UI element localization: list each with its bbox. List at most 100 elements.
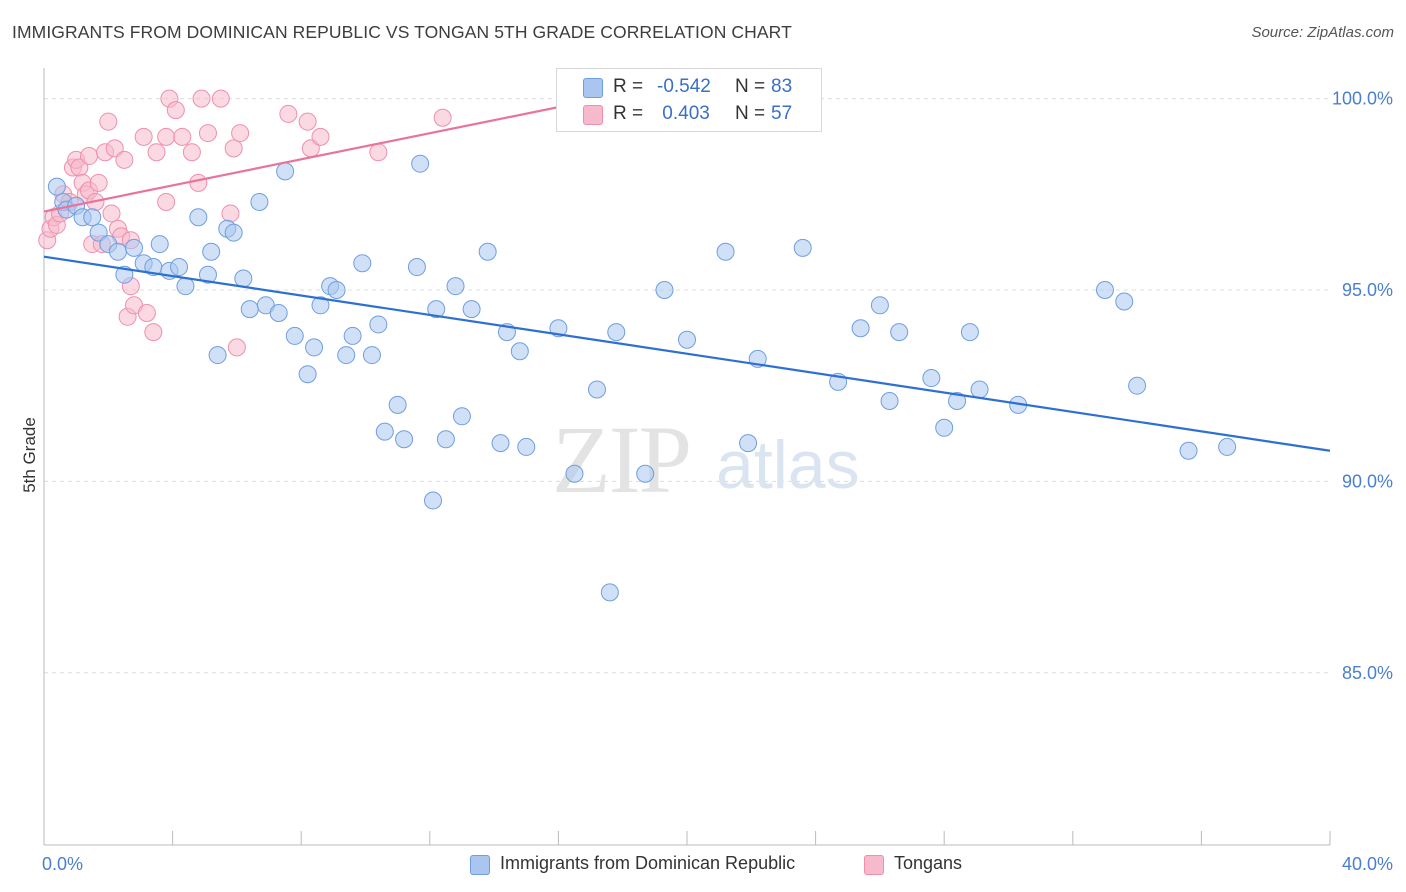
- dominican-point: [176, 277, 195, 296]
- dominican-point: [880, 392, 899, 410]
- dominican-point: [549, 319, 568, 338]
- r-label: R =: [613, 76, 644, 97]
- dominican-point: [202, 242, 221, 261]
- tongans-point: [134, 127, 153, 146]
- dominican-point: [170, 258, 189, 277]
- tongans-point: [189, 173, 208, 192]
- dominican-point: [960, 323, 979, 342]
- dominican-point: [285, 326, 304, 345]
- dominican-point: [395, 430, 414, 449]
- dominican-point: [970, 380, 989, 399]
- dominican-point: [47, 177, 66, 196]
- dominican-point: [298, 365, 317, 384]
- tongans-point: [166, 101, 185, 120]
- x-tick-labels: 0.0% 40.0%: [42, 854, 1393, 874]
- dominican-point: [462, 300, 481, 319]
- dominican-point: [922, 369, 941, 388]
- dominican-point: [1115, 292, 1134, 311]
- y-tick-label: 90.0%: [1342, 471, 1393, 491]
- dominican-point: [636, 464, 655, 483]
- tongans-legend-swatch: [864, 855, 884, 875]
- dominican-points: [47, 154, 1237, 602]
- dominican-point: [436, 430, 455, 449]
- dominican-point: [870, 296, 889, 315]
- y-tick-label: 100.0%: [1332, 89, 1393, 109]
- dominican-point: [375, 422, 394, 441]
- dominican-point: [198, 265, 217, 284]
- dominican-point: [327, 281, 346, 299]
- dominican-point: [234, 269, 253, 288]
- stats-row-tongans: R = 0.403 N = 57: [557, 100, 821, 128]
- tongans-point: [102, 204, 121, 223]
- dominican-point: [269, 303, 288, 322]
- tongans-trend-line: [43, 97, 601, 213]
- dominican-point: [607, 323, 626, 342]
- tongans-point: [198, 124, 217, 143]
- tongans-point: [369, 143, 388, 162]
- series-legend: Immigrants from Dominican Republic Tonga…: [0, 852, 1406, 878]
- r-value: 0.403: [657, 103, 710, 124]
- dominican-point: [935, 418, 954, 437]
- dominican-point: [305, 338, 324, 357]
- y-tick-labels: 85.0% 90.0% 95.0% 100.0%: [1332, 89, 1393, 683]
- dominican-swatch: [583, 78, 603, 98]
- dominican-point: [276, 162, 295, 181]
- tongans-point: [89, 173, 108, 192]
- tongans-point: [298, 112, 317, 131]
- tongans-points: [38, 89, 603, 357]
- tongans-point: [147, 143, 166, 162]
- dominican-point: [240, 300, 259, 319]
- dominican-point: [587, 380, 606, 399]
- n-label: N =: [735, 103, 766, 124]
- dominican-point: [362, 346, 381, 365]
- dominican-point: [851, 319, 870, 338]
- n-value: 57: [771, 103, 793, 124]
- dominican-point: [407, 258, 426, 277]
- tongans-point: [182, 143, 201, 162]
- dominican-point: [678, 330, 696, 349]
- dominican-point: [125, 238, 144, 257]
- dominican-point: [411, 154, 430, 173]
- dominican-point: [424, 491, 443, 510]
- dominican-trend-line: [43, 255, 1331, 452]
- dominican-point: [1179, 441, 1198, 460]
- dominican-point: [250, 192, 269, 211]
- dominican-point: [600, 583, 619, 602]
- tongans-point: [311, 127, 330, 146]
- dominican-point: [83, 208, 102, 227]
- tongans-point: [99, 112, 118, 131]
- dominican-point: [890, 323, 909, 342]
- tongans-point: [279, 104, 298, 123]
- chart-title: IMMIGRANTS FROM DOMINICAN REPUBLIC VS TO…: [12, 22, 792, 42]
- tongans-point: [157, 192, 176, 211]
- dominican-point: [337, 346, 356, 365]
- dominican-legend-swatch: [470, 855, 490, 875]
- dominican-point: [1095, 281, 1114, 299]
- dominican-point: [948, 392, 967, 410]
- dominican-point: [452, 407, 471, 426]
- dominican-point: [716, 242, 735, 261]
- axes: [43, 68, 1331, 846]
- n-label: N =: [735, 76, 766, 97]
- dominican-point: [510, 342, 529, 361]
- dominican-point: [1128, 376, 1147, 395]
- dominican-point: [427, 300, 446, 319]
- dominican-point: [565, 464, 584, 483]
- y-tick-label: 85.0%: [1342, 663, 1393, 683]
- tongans-point: [221, 204, 240, 223]
- dominican-point: [108, 242, 127, 261]
- watermark: ZIP atlas: [552, 406, 860, 513]
- tongans-point: [224, 139, 243, 158]
- source-label: Source: ZipAtlas.com: [1251, 24, 1394, 41]
- dominican-point: [478, 242, 497, 261]
- tongans-point: [157, 127, 176, 146]
- legend-label-tongans: Tongans: [894, 853, 963, 873]
- tongans-point: [231, 124, 250, 143]
- tongans-swatch: [583, 105, 603, 125]
- dominican-point: [353, 254, 372, 273]
- tongans-point: [137, 303, 156, 322]
- dominican-point: [1218, 437, 1237, 456]
- r-label: R =: [613, 103, 644, 124]
- dominican-point: [655, 281, 674, 299]
